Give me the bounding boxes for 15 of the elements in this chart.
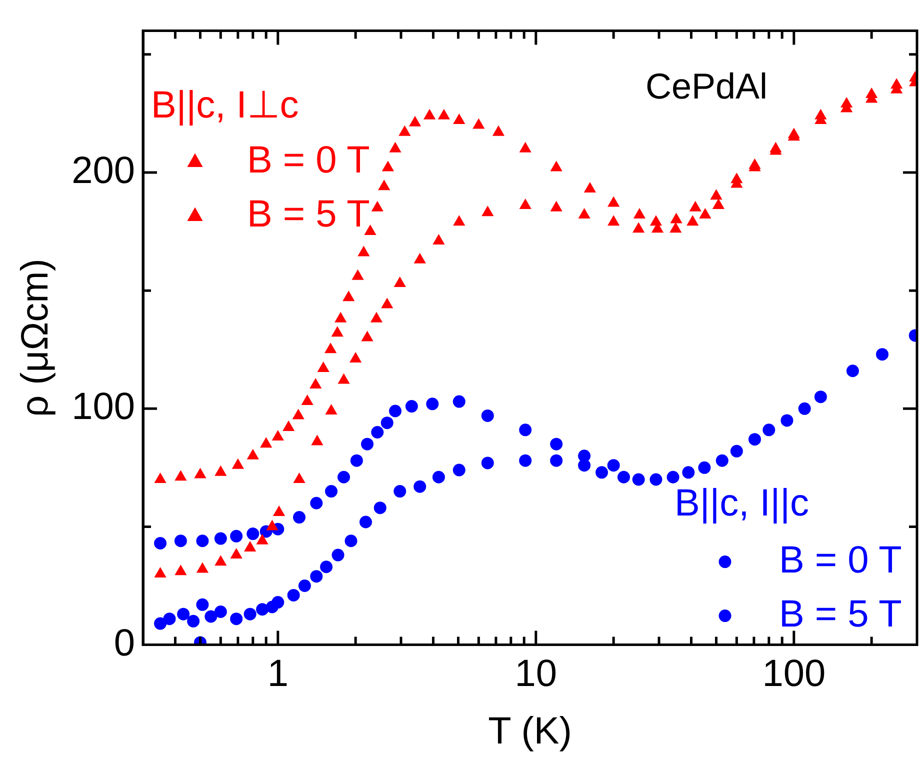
legend-label: B = 0 T (779, 539, 902, 582)
annotation: B||c, I⊥c (151, 84, 299, 126)
x-tick-label: 10 (514, 653, 558, 696)
legend-label: B = 5 T (779, 593, 902, 636)
legend-label: B = 0 T (247, 139, 370, 182)
x-axis-title: T (K) (488, 710, 572, 753)
y-tick-label: 100 (72, 386, 135, 428)
y-tick-label: 0 (114, 622, 135, 664)
legend-label: B = 5 T (247, 193, 370, 236)
text: CePdAl (645, 66, 768, 107)
y-tick-label: 200 (72, 150, 135, 192)
x-tick-label: 1 (267, 653, 288, 696)
annotation: B||c, I||c (674, 482, 809, 524)
x-tick-label: 100 (762, 653, 826, 696)
y-axis-title: ρ (μΩcm) (14, 258, 56, 418)
